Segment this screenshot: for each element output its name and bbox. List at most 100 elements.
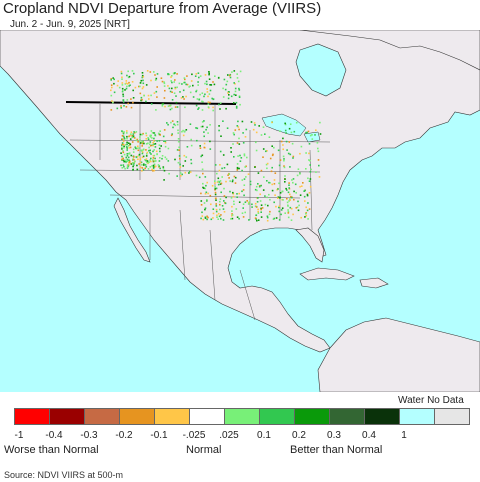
ndvi-pixel — [175, 95, 177, 97]
ndvi-pixel — [286, 197, 288, 200]
ndvi-pixel — [112, 101, 114, 104]
ndvi-pixel — [171, 133, 173, 135]
ndvi-pixel — [225, 196, 227, 199]
ndvi-pixel — [128, 85, 130, 87]
ndvi-pixel — [208, 73, 210, 76]
ndvi-pixel — [161, 103, 164, 106]
ndvi-pixel — [215, 187, 218, 190]
ndvi-pixel — [126, 158, 129, 161]
ndvi-pixel — [236, 77, 239, 79]
ndvi-pixel — [184, 81, 186, 84]
ndvi-pixel — [154, 160, 156, 163]
ndvi-pixel — [149, 134, 152, 137]
ndvi-pixel — [205, 191, 208, 194]
ndvi-pixel — [244, 211, 246, 214]
ndvi-pixel — [110, 94, 113, 97]
ndvi-pixel — [163, 85, 166, 87]
ndvi-pixel — [127, 145, 130, 147]
ndvi-pixel — [121, 87, 124, 90]
ndvi-pixel — [156, 73, 159, 75]
ndvi-pixel — [296, 206, 299, 208]
ndvi-pixel — [267, 204, 269, 207]
ndvi-pixel — [287, 216, 290, 219]
legend-worse-label: Worse than Normal — [4, 444, 99, 456]
ndvi-pixel — [268, 213, 271, 216]
legend-tick: 0.1 — [257, 430, 271, 441]
ndvi-pixel — [183, 131, 186, 133]
ndvi-pixel — [139, 157, 142, 160]
ndvi-pixel — [219, 198, 222, 200]
ndvi-pixel — [182, 89, 185, 92]
ndvi-pixel — [229, 73, 232, 76]
ndvi-pixel — [225, 180, 227, 183]
ndvi-pixel — [151, 132, 154, 134]
ndvi-pixel — [283, 166, 286, 169]
ndvi-pixel — [299, 194, 302, 196]
ndvi-pixel — [200, 125, 203, 128]
ndvi-pixel — [139, 82, 142, 84]
ndvi-pixel — [287, 204, 289, 207]
ndvi-pixel — [122, 164, 125, 166]
ndvi-pixel — [234, 129, 237, 131]
ndvi-pixel — [207, 106, 210, 108]
ndvi-pixel — [223, 78, 226, 81]
ndvi-anomaly-pixels — [110, 70, 322, 222]
ndvi-pixel — [146, 70, 149, 72]
ndvi-pixel — [219, 108, 221, 110]
legend-swatch — [154, 408, 190, 425]
ndvi-pixel — [153, 163, 156, 166]
ndvi-pixel — [239, 103, 241, 106]
ndvi-pixel — [186, 75, 188, 77]
ndvi-pixel — [171, 99, 174, 101]
ndvi-pixel — [283, 159, 285, 162]
ndvi-pixel — [120, 164, 122, 167]
ndvi-pixel — [121, 143, 124, 146]
ndvi-pixel — [168, 87, 171, 90]
legend-tick: -0.1 — [150, 430, 168, 441]
ndvi-pixel — [209, 89, 212, 92]
ndvi-pixel — [206, 181, 208, 184]
ndvi-pixel — [197, 81, 199, 83]
ndvi-pixel — [266, 216, 269, 219]
ndvi-pixel — [129, 146, 132, 149]
ndvi-pixel — [121, 158, 123, 161]
ndvi-pixel — [308, 152, 310, 155]
ndvi-pixel — [130, 131, 133, 134]
ndvi-pixel — [170, 134, 173, 137]
ndvi-pixel — [224, 202, 227, 205]
ndvi-pixel — [234, 176, 237, 179]
legend-tick: -0.3 — [80, 430, 98, 441]
ndvi-pixel — [209, 148, 212, 150]
ndvi-pixel — [266, 167, 268, 170]
ndvi-pixel — [292, 155, 295, 158]
ndvi-pixel — [196, 139, 198, 142]
ndvi-pixel — [282, 137, 284, 140]
ndvi-pixel — [169, 108, 172, 111]
legend-tick: .025 — [219, 430, 239, 441]
ndvi-pixel — [184, 171, 187, 174]
ndvi-pixel — [300, 216, 302, 219]
ndvi-pixel — [153, 149, 155, 151]
ndvi-pixel — [208, 78, 211, 80]
ndvi-pixel — [174, 158, 176, 161]
ndvi-pixel — [201, 215, 204, 217]
ndvi-pixel — [130, 133, 132, 135]
ndvi-pixel — [215, 197, 217, 200]
ndvi-pixel — [281, 207, 284, 209]
ndvi-pixel — [176, 86, 178, 89]
ndvi-pixel — [131, 135, 133, 137]
ndvi-pixel — [125, 156, 127, 159]
ndvi-pixel — [124, 83, 127, 85]
ndvi-pixel — [204, 187, 206, 190]
ndvi-pixel — [305, 212, 307, 215]
ndvi-pixel — [237, 80, 240, 83]
ndvi-pixel — [238, 217, 240, 220]
ndvi-pixel — [214, 164, 217, 166]
ndvi-pixel — [150, 160, 152, 163]
ndvi-pixel — [116, 107, 119, 110]
ndvi-pixel — [201, 125, 204, 128]
ndvi-pixel — [180, 97, 183, 99]
ndvi-pixel — [165, 158, 168, 160]
ndvi-pixel — [126, 85, 128, 88]
ndvi-pixel — [130, 106, 133, 109]
